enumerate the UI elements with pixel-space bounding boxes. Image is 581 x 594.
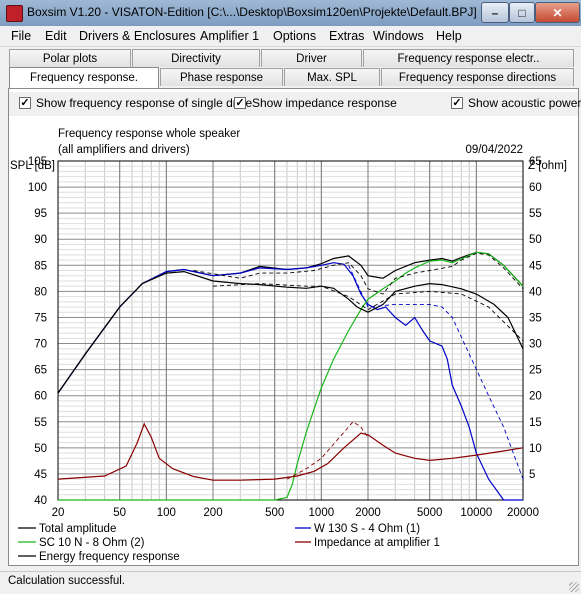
legend-woofer: W 130 S - 4 Ohm (1) (314, 523, 420, 535)
x-tick-label: 10000 (460, 507, 492, 519)
tab-polar-plots[interactable]: Polar plots (9, 49, 131, 67)
series-layer (57, 251, 524, 501)
legend: Total amplitude W 130 S - 4 Ohm (1) SC 1… (18, 523, 440, 563)
y-tick-label: 85 (34, 260, 47, 272)
major-gridlines (57, 160, 524, 501)
tab-phase-response[interactable]: Phase response (160, 68, 283, 86)
y-tick-label: 65 (34, 365, 47, 377)
y-tick-label: 70 (34, 339, 47, 351)
series-energy-dashed (212, 283, 524, 342)
legend-energy: Energy frequency response (39, 551, 180, 563)
y-tick-label: 60 (34, 391, 47, 403)
resize-grip[interactable] (569, 582, 579, 592)
legend-impedance: Impedance at amplifier 1 (314, 537, 440, 549)
status-text: Calculation successful. (8, 575, 125, 587)
close-button[interactable]: ✕ (535, 2, 580, 23)
series-total-dashed (193, 252, 524, 295)
chart-title: Frequency response whole speaker (58, 128, 240, 140)
series-woofer-dashed (348, 265, 524, 480)
y-tick-label: 105 (28, 156, 47, 168)
maximize-button[interactable]: □ (509, 2, 535, 23)
series-impedance-at-amplifier-1 (57, 422, 524, 481)
single-drive-label[interactable]: Show frequency response of single drive (36, 96, 253, 110)
y2-tick-label: 60 (529, 182, 542, 194)
tab-frequency-response-directions[interactable]: Frequency response directions (381, 68, 574, 86)
x-tick-label: 5000 (417, 507, 443, 519)
menu-bar: File Edit Drivers & Enclosures Amplifier… (0, 26, 581, 47)
x-tick-labels: 20 50 100 200 500 1000 2000 5000 10000 20000 (52, 507, 539, 519)
tab-max-spl[interactable]: Max. SPL (284, 68, 380, 86)
y-tick-label: 55 (34, 417, 47, 429)
impedance-label[interactable]: Show impedance response (252, 96, 397, 110)
y-tick-label: 40 (34, 495, 47, 507)
y2-axis-label: Z [ohm] (528, 160, 567, 172)
menu-options[interactable]: Options (273, 29, 317, 43)
menu-file[interactable]: File (11, 29, 32, 43)
menu-edit[interactable]: Edit (45, 29, 67, 43)
y2-tick-label: 50 (529, 234, 542, 246)
acoustic-power-label[interactable]: Show acoustic power (468, 96, 581, 110)
x-tick-label: 2000 (355, 507, 381, 519)
plot-frame (57, 160, 524, 501)
y-tick-labels: 40 45 50 55 60 65 70 75 80 85 90 95 100 105 (28, 156, 47, 507)
menu-windows[interactable]: Windows (373, 29, 424, 43)
y2-tick-label: 15 (529, 417, 542, 429)
y-tick-label: 100 (28, 182, 47, 194)
acoustic-power-checkbox[interactable]: ✓ (451, 97, 463, 109)
x-tick-label: 200 (203, 507, 222, 519)
tab-driver[interactable]: Driver (261, 49, 362, 67)
y2-tick-label: 5 (529, 469, 535, 481)
x-tick-label: 100 (157, 507, 176, 519)
options-bar: ✓ Show frequency response of single driv… (9, 92, 581, 116)
x-tick-label: 1000 (309, 507, 335, 519)
y2-tick-label: 40 (529, 286, 542, 298)
status-bar: Calculation successful. (0, 571, 581, 594)
x-tick-label: 50 (113, 507, 126, 519)
minimize-button[interactable]: – (481, 2, 509, 23)
tab-frequency-response-electr[interactable]: Frequency response electr.. (363, 49, 574, 67)
series-w-130-s-4-ohm-1 (57, 262, 523, 501)
chart-date: 09/04/2022 (465, 144, 523, 156)
x-tick-label: 500 (265, 507, 284, 519)
minor-gridlines (57, 161, 524, 500)
single-drive-checkbox[interactable]: ✓ (19, 97, 31, 109)
menu-amplifier[interactable]: Amplifier 1 (200, 29, 260, 43)
chart-panel (8, 88, 579, 566)
tab-frequency-response[interactable]: Frequency response. (9, 67, 159, 88)
y-axis-label: SPL [dB] (10, 160, 55, 172)
x-tick-label: 20000 (507, 507, 539, 519)
y2-tick-label: 20 (529, 391, 542, 403)
y2-tick-label: 25 (529, 365, 542, 377)
legend-total: Total amplitude (39, 523, 116, 535)
y2-tick-label: 55 (529, 208, 542, 220)
y2-tick-labels: 5 10 15 20 25 30 35 40 45 50 55 60 65 (529, 156, 542, 481)
legend-tweeter: SC 10 N - 8 Ohm (2) (39, 537, 145, 549)
chart-subtitle: (all amplifiers and drivers) (58, 144, 190, 156)
app-icon (6, 5, 23, 22)
y-tick-label: 80 (34, 286, 47, 298)
y2-tick-label: 65 (529, 156, 542, 168)
tab-directivity[interactable]: Directivity (132, 49, 260, 67)
y-tick-label: 95 (34, 208, 47, 220)
y2-tick-label: 10 (529, 443, 542, 455)
x-tick-label: 20 (52, 507, 65, 519)
y-tick-label: 45 (34, 469, 47, 481)
menu-help[interactable]: Help (436, 29, 462, 43)
series-sc-10-n-8-ohm-2 (58, 251, 524, 501)
menu-drivers-enclosures[interactable]: Drivers & Enclosures (79, 29, 196, 43)
y-tick-label: 50 (34, 443, 47, 455)
y2-tick-label: 35 (529, 312, 542, 324)
y-tick-label: 75 (34, 312, 47, 324)
impedance-checkbox[interactable]: ✓ (234, 97, 246, 109)
menu-extras[interactable]: Extras (329, 29, 365, 43)
y2-tick-label: 30 (529, 339, 542, 351)
window-title: Boxsim V1.20 - VISATON-Edition [C:\...\D… (27, 5, 477, 19)
y-tick-label: 90 (34, 234, 47, 246)
series-impedance-dashed (286, 421, 369, 480)
title-bar: Boxsim V1.20 - VISATON-Edition [C:\...\D… (0, 0, 581, 26)
y2-tick-label: 45 (529, 260, 542, 272)
